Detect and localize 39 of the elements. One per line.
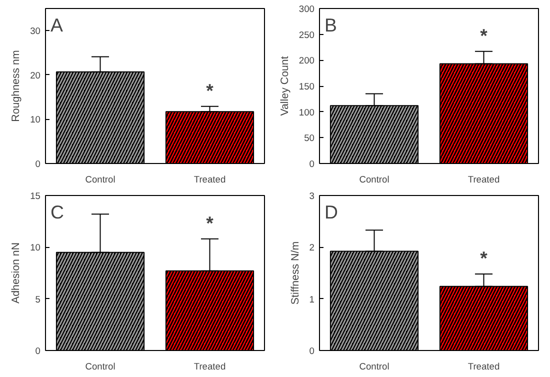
chart-title: C: [50, 202, 64, 222]
y-tick-label: 30: [30, 26, 41, 36]
x-tick-label: Control: [85, 362, 116, 372]
y-tick-label: 15: [30, 191, 41, 201]
y-tick-label: 5: [35, 294, 41, 304]
y-tick-label: 10: [30, 114, 41, 125]
chart-title: A: [50, 14, 64, 36]
y-tick-label: 3: [309, 191, 315, 201]
y-tick-label: 0: [35, 346, 41, 356]
x-tick-label: Control: [359, 174, 390, 184]
x-tick-label: Treated: [194, 362, 226, 372]
y-tick-label: 0: [309, 346, 315, 356]
x-tick-label: Treated: [468, 174, 500, 184]
x-tick-label: Treated: [194, 174, 226, 184]
x-tick-label: Treated: [468, 362, 500, 372]
y-tick-label: 250: [298, 30, 315, 40]
y-tick-label: 300: [298, 4, 315, 14]
y-axis-title: Valley Count: [278, 56, 291, 116]
annotation: *: [206, 80, 214, 101]
annotation: *: [480, 24, 488, 46]
y-tick-label: 10: [30, 242, 41, 253]
annotation: *: [206, 212, 214, 234]
annotation: *: [480, 248, 488, 269]
y-tick-label: 20: [30, 70, 41, 80]
y-tick-label: 150: [298, 82, 315, 92]
y-tick-label: 2: [309, 242, 315, 253]
x-tick-label: Control: [85, 174, 116, 184]
y-tick-label: 100: [298, 107, 315, 118]
y-tick-label: 200: [298, 56, 315, 66]
y-axis-title: Roughness nm: [10, 50, 22, 122]
y-axis-title: Stiffness N/m: [289, 241, 302, 305]
y-axis-title: Adhesion nN: [10, 242, 22, 304]
x-tick-label: Control: [359, 362, 390, 372]
y-tick-label: 50: [304, 133, 315, 144]
chart-title: B: [324, 14, 337, 36]
y-tick-label: 0: [309, 159, 315, 169]
y-tick-label: 0: [35, 159, 41, 169]
chart-title: D: [324, 202, 338, 222]
y-tick-label: 1: [309, 294, 315, 304]
